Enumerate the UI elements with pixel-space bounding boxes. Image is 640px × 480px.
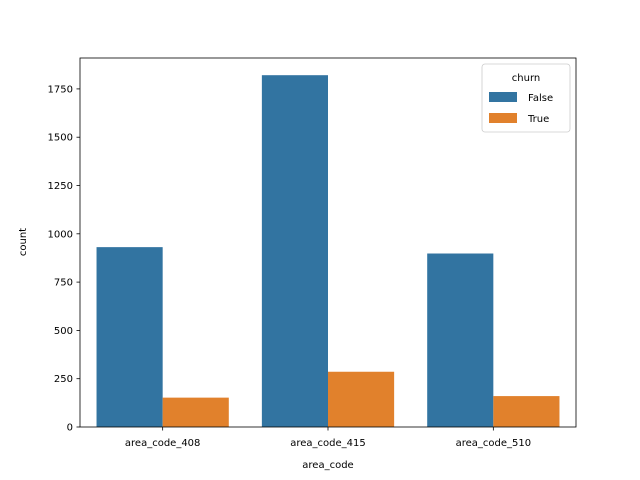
legend-swatch-false xyxy=(489,92,517,102)
y-tick-label: 250 xyxy=(54,374,73,385)
y-tick-label: 500 xyxy=(54,326,73,337)
y-tick-label: 0 xyxy=(67,423,73,434)
bar-area_code_408-true xyxy=(162,397,229,427)
x-axis-ticks: area_code_408 area_code_415 area_code_510 xyxy=(125,427,531,449)
bar-area_code_415-true xyxy=(328,371,395,427)
y-tick-label: 750 xyxy=(54,278,73,289)
y-axis-title: count xyxy=(18,228,29,256)
bars-layer xyxy=(96,75,560,427)
legend-label-false: False xyxy=(528,93,553,104)
x-tick-label: area_code_415 xyxy=(290,438,366,449)
legend: churn False True xyxy=(481,63,571,133)
bar-area_code_510-true xyxy=(493,396,560,427)
x-axis-title: area_code xyxy=(302,460,353,471)
y-tick-label: 1750 xyxy=(48,84,73,95)
bar-area_code_408-false xyxy=(96,247,163,427)
bar-area_code_510-false xyxy=(427,253,494,427)
legend-title: churn xyxy=(512,73,540,84)
y-tick-label: 1000 xyxy=(48,229,73,240)
bar-area_code_415-false xyxy=(261,75,328,427)
y-tick-label: 1250 xyxy=(48,181,73,192)
plot-frame xyxy=(79,57,577,428)
x-tick-label: area_code_510 xyxy=(456,438,532,449)
y-tick-label: 1500 xyxy=(48,133,73,144)
x-tick-label: area_code_408 xyxy=(125,438,201,449)
legend-swatch-true xyxy=(489,113,517,123)
legend-label-true: True xyxy=(527,114,549,125)
y-axis-ticks: 0 250 500 750 1000 1250 1500 1750 xyxy=(48,84,80,434)
